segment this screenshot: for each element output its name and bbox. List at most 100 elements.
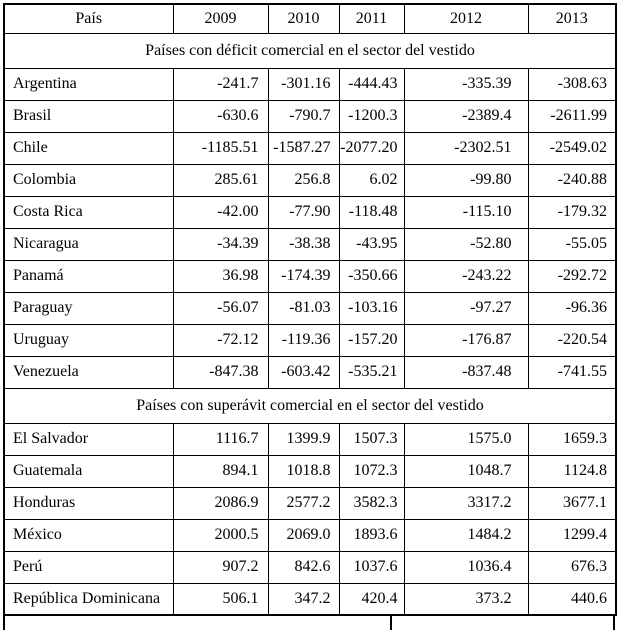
value-cell: 36.98 <box>172 259 269 293</box>
value-cell: -603.42 <box>267 355 340 389</box>
table-row: Panamá 36.98 -174.39 -350.66 -243.22 -292.72 <box>3 259 617 293</box>
value-cell: -38.38 <box>267 227 340 261</box>
value-cell: -96.36 <box>527 291 617 325</box>
value-cell: 347.2 <box>267 582 340 616</box>
value-cell: 1659.3 <box>527 422 617 456</box>
value-cell: 676.3 <box>527 550 617 584</box>
value-cell: 2577.2 <box>267 486 340 520</box>
value-cell: -741.55 <box>527 355 617 389</box>
section-header-row: Países con superávit comercial en el sec… <box>3 387 617 424</box>
value-cell: -77.90 <box>267 195 340 229</box>
country-cell: Uruguay <box>3 323 174 357</box>
value-cell: 3582.3 <box>338 486 405 520</box>
table-row: Honduras 2086.9 2577.2 3582.3 3317.2 3677.1 <box>3 486 617 520</box>
value-cell: -179.32 <box>527 195 617 229</box>
table-row: República Dominicana 506.1 347.2 420.4 373.2… <box>3 582 617 616</box>
year-column-header-2011: 2011 <box>338 3 405 34</box>
value-cell: 1575.0 <box>403 422 529 456</box>
header-row: País 2009 2010 2011 2012 2013 <box>3 3 617 34</box>
table-row: Chile -1185.51 -1587.27 -2077.20 -2302.51 -25… <box>3 131 617 165</box>
value-cell: -220.54 <box>527 323 617 357</box>
table-row: Guatemala 894.1 1018.8 1072.3 1048.7 1124.8 <box>3 454 617 488</box>
table-row: Colombia 285.61 256.8 6.02 -99.80 -240.88 <box>3 163 617 197</box>
country-cell: Nicaragua <box>3 227 174 261</box>
value-cell: 1018.8 <box>267 454 340 488</box>
country-cell: República Dominicana <box>3 582 174 616</box>
country-cell: Venezuela <box>3 355 174 389</box>
table-row: Costa Rica -42.00 -77.90 -118.48 -115.10 -179… <box>3 195 617 229</box>
year-column-header-2009: 2009 <box>172 3 269 34</box>
cutoff-row-divider <box>390 616 392 630</box>
value-cell: 1299.4 <box>527 518 617 552</box>
value-cell: -2077.20 <box>338 131 405 165</box>
value-cell: -56.07 <box>172 291 269 325</box>
value-cell: -103.16 <box>338 291 405 325</box>
value-cell: 3317.2 <box>403 486 529 520</box>
country-cell: Honduras <box>3 486 174 520</box>
value-cell: 2069.0 <box>267 518 340 552</box>
value-cell: -1200.3 <box>338 99 405 133</box>
value-cell: -847.38 <box>172 355 269 389</box>
value-cell: 1399.9 <box>267 422 340 456</box>
section-title: Países con superávit comercial en el sec… <box>3 387 617 424</box>
value-cell: -308.63 <box>527 67 617 101</box>
value-cell: -292.72 <box>527 259 617 293</box>
value-cell: 842.6 <box>267 550 340 584</box>
table-body: Países con déficit comercial en el secto… <box>3 32 617 616</box>
value-cell: 2086.9 <box>172 486 269 520</box>
table-row: Nicaragua -34.39 -38.38 -43.95 -52.80 -55.05 <box>3 227 617 261</box>
table-row: Perú 907.2 842.6 1037.6 1036.4 676.3 <box>3 550 617 584</box>
value-cell: 894.1 <box>172 454 269 488</box>
country-cell: Costa Rica <box>3 195 174 229</box>
value-cell: 506.1 <box>172 582 269 616</box>
value-cell: 6.02 <box>338 163 405 197</box>
trade-balance-table: País 2009 2010 2011 2012 2013 Países con… <box>3 3 617 616</box>
value-cell: -535.21 <box>338 355 405 389</box>
value-cell: -1587.27 <box>267 131 340 165</box>
value-cell: -119.36 <box>267 323 340 357</box>
cutoff-next-row <box>3 616 615 630</box>
value-cell: 1116.7 <box>172 422 269 456</box>
value-cell: -335.39 <box>403 67 529 101</box>
value-cell: 907.2 <box>172 550 269 584</box>
value-cell: 1507.3 <box>338 422 405 456</box>
value-cell: 256.8 <box>267 163 340 197</box>
value-cell: -99.80 <box>403 163 529 197</box>
value-cell: -115.10 <box>403 195 529 229</box>
value-cell: -81.03 <box>267 291 340 325</box>
country-cell: Brasil <box>3 99 174 133</box>
value-cell: -157.20 <box>338 323 405 357</box>
value-cell: 1036.4 <box>403 550 529 584</box>
table-row: Brasil -630.6 -790.7 -1200.3 -2389.4 -2611.99 <box>3 99 617 133</box>
value-cell: -301.16 <box>267 67 340 101</box>
value-cell: -2549.02 <box>527 131 617 165</box>
table-row: México 2000.5 2069.0 1893.6 1484.2 1299.4 <box>3 518 617 552</box>
value-cell: 1072.3 <box>338 454 405 488</box>
value-cell: -630.6 <box>172 99 269 133</box>
value-cell: 285.61 <box>172 163 269 197</box>
country-cell: Perú <box>3 550 174 584</box>
country-cell: Argentina <box>3 67 174 101</box>
value-cell: -2611.99 <box>527 99 617 133</box>
table-row: Uruguay -72.12 -119.36 -157.20 -176.87 -220.5… <box>3 323 617 357</box>
value-cell: -97.27 <box>403 291 529 325</box>
country-column-header: País <box>3 3 174 34</box>
value-cell: 3677.1 <box>527 486 617 520</box>
section-header-row: Países con déficit comercial en el secto… <box>3 32 617 69</box>
value-cell: -72.12 <box>172 323 269 357</box>
value-cell: -790.7 <box>267 99 340 133</box>
value-cell: -243.22 <box>403 259 529 293</box>
value-cell: -1185.51 <box>172 131 269 165</box>
table-row: Venezuela -847.38 -603.42 -535.21 -837.48 -74… <box>3 355 617 389</box>
value-cell: -174.39 <box>267 259 340 293</box>
value-cell: -2389.4 <box>403 99 529 133</box>
value-cell: -52.80 <box>403 227 529 261</box>
value-cell: 420.4 <box>338 582 405 616</box>
value-cell: -34.39 <box>172 227 269 261</box>
value-cell: 440.6 <box>527 582 617 616</box>
country-cell: Panamá <box>3 259 174 293</box>
year-column-header-2010: 2010 <box>267 3 340 34</box>
value-cell: -2302.51 <box>403 131 529 165</box>
value-cell: -43.95 <box>338 227 405 261</box>
table-row: El Salvador 1116.7 1399.9 1507.3 1575.0 1659.… <box>3 422 617 456</box>
